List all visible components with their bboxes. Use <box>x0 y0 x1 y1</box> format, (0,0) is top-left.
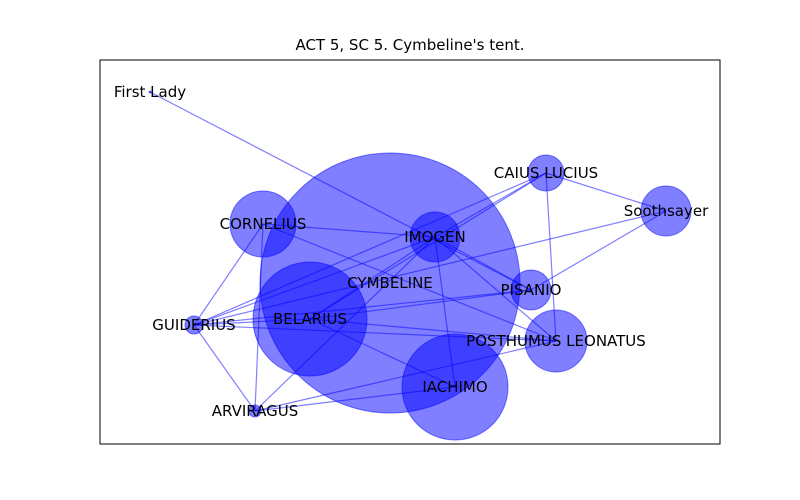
node-belarius <box>252 261 368 377</box>
chart-title: ACT 5, SC 5. Cymbeline's tent. <box>295 36 525 54</box>
node-pisanio <box>510 269 552 311</box>
node-arviragus <box>248 404 262 418</box>
node-label-pisanio: PISANIO <box>501 281 562 299</box>
node-label-posthumus: POSTHUMUS LEONATUS <box>466 332 646 350</box>
node-label-belarius: BELARIUS <box>273 310 347 328</box>
node-label-firstlady: First Lady <box>114 83 186 101</box>
node-label-imogen: IMOGEN <box>404 228 466 246</box>
node-caius <box>527 154 565 192</box>
plot-frame <box>99 59 721 445</box>
node-guiderius <box>184 315 204 335</box>
node-iachimo <box>401 333 509 441</box>
edge-guiderius-arviragus <box>193 324 256 412</box>
edge-soothsayer-pisanio <box>530 210 667 291</box>
node-label-caius: CAIUS LUCIUS <box>494 164 598 182</box>
node-label-iachimo: IACHIMO <box>422 378 487 396</box>
node-firstlady <box>148 90 152 94</box>
node-label-guiderius: GUIDERIUS <box>152 316 235 334</box>
node-label-cymbeline: CYMBELINE <box>347 274 433 292</box>
node-label-cornelius: CORNELIUS <box>220 215 307 233</box>
node-soothsayer <box>640 185 692 237</box>
node-imogen <box>409 211 461 263</box>
node-posthumus <box>524 309 588 373</box>
node-layer <box>148 90 692 441</box>
node-label-soothsayer: Soothsayer <box>624 202 709 220</box>
node-label-arviragus: ARVIRAGUS <box>212 402 298 420</box>
node-cornelius <box>229 190 297 258</box>
